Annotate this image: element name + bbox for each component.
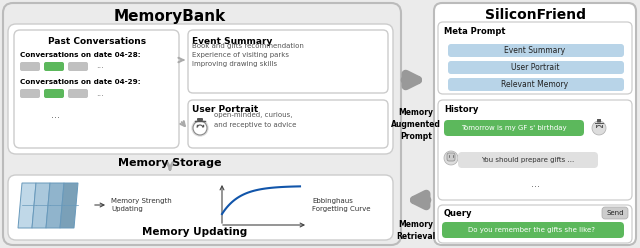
Text: Meta Prompt: Meta Prompt (444, 28, 506, 36)
Text: ...: ... (531, 179, 540, 189)
Circle shape (444, 151, 458, 165)
Text: Past Conversations: Past Conversations (48, 37, 146, 47)
Text: Memory Updating: Memory Updating (142, 227, 248, 237)
FancyBboxPatch shape (14, 30, 179, 148)
Text: User Portrait: User Portrait (511, 63, 559, 72)
FancyBboxPatch shape (448, 78, 624, 91)
Text: ...: ... (96, 62, 104, 70)
FancyBboxPatch shape (20, 62, 40, 71)
Text: Memory Storage: Memory Storage (118, 158, 221, 168)
FancyBboxPatch shape (8, 24, 393, 154)
Circle shape (193, 121, 207, 135)
Text: Do you remember the gifts she like?: Do you remember the gifts she like? (467, 227, 595, 233)
FancyBboxPatch shape (447, 153, 455, 161)
FancyBboxPatch shape (438, 100, 632, 200)
Text: Conversations on date 04-29:: Conversations on date 04-29: (20, 79, 141, 85)
Circle shape (192, 120, 208, 136)
Text: History: History (444, 105, 478, 115)
FancyBboxPatch shape (188, 100, 388, 148)
Polygon shape (60, 183, 78, 228)
FancyBboxPatch shape (444, 120, 584, 136)
FancyBboxPatch shape (438, 22, 632, 94)
Text: Tomorrow is my GF s' birthday: Tomorrow is my GF s' birthday (461, 125, 567, 131)
Text: Conversations on date 04-28:: Conversations on date 04-28: (20, 52, 141, 58)
Text: open-minded, curious,
and receptive to advice: open-minded, curious, and receptive to a… (214, 113, 296, 127)
FancyBboxPatch shape (68, 89, 88, 98)
FancyBboxPatch shape (597, 119, 601, 123)
Text: Memory Strength
Updating: Memory Strength Updating (111, 198, 172, 212)
FancyBboxPatch shape (602, 207, 628, 219)
Text: User Portrait: User Portrait (192, 105, 259, 115)
Text: Query: Query (444, 209, 472, 217)
Polygon shape (46, 183, 64, 228)
Text: MemoryBank: MemoryBank (114, 8, 226, 24)
FancyBboxPatch shape (20, 89, 40, 98)
Text: Ebbinghaus
Forgetting Curve: Ebbinghaus Forgetting Curve (312, 198, 371, 212)
Polygon shape (32, 183, 50, 228)
FancyBboxPatch shape (458, 152, 598, 168)
FancyBboxPatch shape (44, 62, 64, 71)
FancyBboxPatch shape (434, 3, 636, 245)
Text: Send: Send (606, 210, 624, 216)
Circle shape (592, 121, 606, 135)
Text: Memory
Augmented
Prompt: Memory Augmented Prompt (391, 108, 441, 141)
Text: Event Summary: Event Summary (192, 36, 273, 45)
FancyBboxPatch shape (442, 222, 624, 238)
FancyBboxPatch shape (68, 62, 88, 71)
Text: Event Summary: Event Summary (504, 46, 566, 55)
Text: SiliconFriend: SiliconFriend (484, 8, 586, 22)
FancyBboxPatch shape (44, 89, 64, 98)
FancyBboxPatch shape (448, 61, 624, 74)
FancyBboxPatch shape (3, 3, 401, 245)
Text: Relevant Memory: Relevant Memory (501, 80, 568, 89)
Text: Book and gifts recommendation
Experience of visiting parks
Improving drawing ski: Book and gifts recommendation Experience… (192, 43, 304, 67)
Text: You should prepare gifts ...: You should prepare gifts ... (481, 157, 575, 163)
Text: ...: ... (96, 89, 104, 97)
FancyBboxPatch shape (448, 44, 624, 57)
Text: Memory
Retrieval: Memory Retrieval (396, 220, 436, 241)
FancyBboxPatch shape (197, 118, 203, 121)
FancyBboxPatch shape (188, 30, 388, 93)
Polygon shape (18, 183, 36, 228)
FancyBboxPatch shape (438, 205, 632, 243)
Text: ...: ... (51, 110, 60, 120)
FancyBboxPatch shape (8, 175, 393, 240)
